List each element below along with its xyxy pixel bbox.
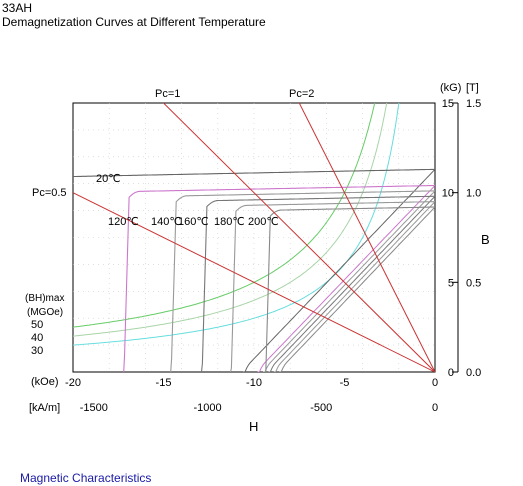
temp-label-160: 160℃: [178, 216, 209, 228]
intrinsic-curve-1: [123, 184, 435, 372]
temp-label-180: 180℃: [214, 216, 245, 228]
y-tick-kg: 15: [442, 98, 454, 110]
bhmax-curve-50: [73, 103, 376, 328]
y-axis-kg-ticks: 0 5 10 15: [442, 98, 454, 379]
y-unit-kg: (kG): [440, 82, 461, 94]
intrinsic-curve-5: [265, 206, 435, 372]
normal-curve-5: [279, 206, 435, 372]
load-lines: [73, 103, 435, 372]
y-unit-t: [T]: [466, 82, 479, 94]
bhmax-title: (BH)max: [25, 293, 64, 304]
normal-curve-4: [273, 201, 435, 372]
bhmax-curve-30: [73, 103, 400, 346]
chart-title: Demagnetization Curves at Different Temp…: [2, 15, 266, 29]
intrinsic-curves: [73, 168, 435, 372]
bhmax-curve-40: [73, 103, 388, 337]
x-tick-kam: 0: [432, 402, 438, 414]
bhmax-label-40: 40: [31, 332, 43, 344]
y-tick-kg: 0: [448, 367, 454, 379]
normal-curve-2: [263, 190, 435, 372]
x-tick-koe: -5: [340, 377, 350, 389]
y-tick-t: 1.0: [466, 188, 481, 200]
y-tick-kg: 5: [448, 277, 454, 289]
load-line-2: [298, 103, 435, 372]
load-line-1: [162, 103, 435, 372]
x-tick-koe: -15: [156, 377, 172, 389]
chart-grade-label: 33AH: [2, 1, 33, 15]
temp-label-120: 120℃: [108, 216, 139, 228]
temp-label-200: 200℃: [248, 216, 279, 228]
bhmax-curves: [73, 103, 400, 346]
y-tick-t: 1.5: [466, 98, 481, 110]
x-unit-kam: [kA/m]: [29, 402, 60, 414]
load-line-0: [73, 192, 435, 372]
intrinsic-curve-4: [229, 201, 435, 372]
x-tick-kam: -500: [310, 402, 332, 414]
y-tick-t: 0.5: [466, 277, 481, 289]
y-tick-t: 0.0: [466, 367, 481, 379]
x-tick-kam: -1000: [193, 402, 221, 414]
load-line-label-pc1: Pc=1: [155, 88, 180, 100]
normal-curve-3: [268, 195, 435, 372]
right-axis-ticks: [452, 102, 458, 373]
bhmax-label-50: 50: [31, 319, 43, 331]
load-line-label-pc05: Pc=0.5: [32, 187, 67, 199]
y-axis-label: B: [481, 232, 490, 247]
x-axis-kam-ticks: -1500 -1000 -500 0: [80, 402, 438, 414]
x-tick-koe: -10: [246, 377, 262, 389]
temp-label-140: 140℃: [151, 216, 182, 228]
x-axis-koe-ticks: -20 -15 -10 -5 0: [65, 377, 438, 389]
x-tick-koe: -20: [65, 377, 81, 389]
y-tick-kg: 10: [442, 188, 454, 200]
x-axis-label: H: [249, 419, 258, 434]
temp-label-20: 20℃: [96, 173, 121, 185]
intrinsic-curve-2: [170, 190, 435, 372]
intrinsic-curve-3: [200, 195, 435, 372]
bhmax-label-30: 30: [31, 345, 43, 357]
magnetic-characteristics-link[interactable]: Magnetic Characteristics: [20, 471, 152, 485]
intrinsic-curve-0: [73, 168, 435, 178]
x-tick-koe: 0: [432, 377, 438, 389]
bhmax-unit: (MGOe): [27, 307, 63, 318]
x-unit-koe: (kOe): [31, 376, 59, 388]
x-tick-kam: -1500: [80, 402, 108, 414]
y-axis-t-ticks: 0.0 0.5 1.0 1.5: [466, 98, 481, 379]
normal-curve-1: [257, 185, 435, 372]
load-line-label-pc2: Pc=2: [289, 88, 314, 100]
